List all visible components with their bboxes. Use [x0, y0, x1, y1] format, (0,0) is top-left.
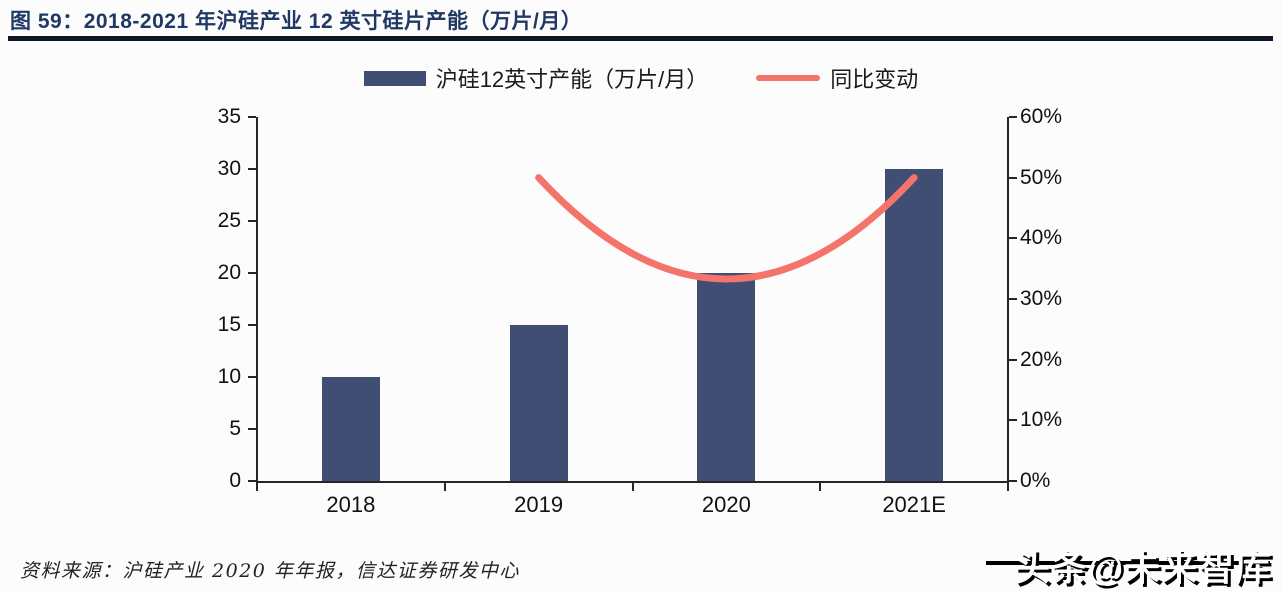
- figure-title: 图 59：2018-2021 年沪硅产业 12 英寸硅片产能（万片/月）: [10, 10, 583, 33]
- y-axis-left: [256, 117, 258, 483]
- x-axis-tick: [631, 483, 634, 491]
- line-series-swatch-icon: [756, 75, 821, 81]
- y-axis-right-label: 50%: [1020, 165, 1063, 189]
- y-axis-left-label: 35: [217, 105, 241, 128]
- y-axis-right-tick: [1009, 358, 1017, 361]
- y-axis-right-tick: [1009, 116, 1017, 118]
- y-axis-left-tick: [248, 168, 256, 170]
- x-axis: [256, 481, 1009, 483]
- y-axis-right-label: 10%: [1020, 408, 1063, 432]
- y-axis-right: [1007, 117, 1009, 483]
- y-axis-left-label: 20: [217, 261, 241, 284]
- x-axis-label: 2019: [514, 492, 564, 517]
- title-rule: [8, 36, 1273, 41]
- bar-2020: [697, 273, 756, 481]
- legend-label-yoy: 同比变动: [830, 67, 919, 92]
- y-axis-left-tick: [248, 428, 256, 430]
- source-note: 资料来源：沪硅产业 2020 年年报，信达证券研发中心: [20, 560, 520, 582]
- y-axis-right-tick: [1009, 480, 1017, 482]
- y-axis-left-tick: [248, 272, 256, 274]
- bar-2019: [509, 325, 568, 481]
- y-axis-left-tick: [248, 480, 256, 482]
- y-axis-right-label: 20%: [1020, 347, 1063, 371]
- y-axis-right-tick: [1009, 298, 1017, 300]
- x-axis-tick: [1007, 483, 1009, 491]
- x-axis-label: 2020: [701, 492, 751, 517]
- y-axis-left-label: 15: [217, 313, 241, 336]
- y-axis-left-label: 25: [217, 209, 241, 232]
- y-axis-left-tick: [248, 376, 256, 378]
- legend-item-yoy: 同比变动: [756, 62, 918, 94]
- x-axis-tick: [443, 483, 446, 491]
- watermark-strikethrough-line: [986, 561, 1270, 565]
- x-axis-label: 2021E: [882, 492, 946, 517]
- yoy-line-path: [535, 174, 918, 283]
- bar-2021E: [885, 169, 944, 481]
- y-axis-left-label: 5: [229, 417, 241, 440]
- legend-item-capacity: 沪硅12英寸产能（万片/月）: [363, 62, 709, 94]
- y-axis-right-label: 40%: [1020, 226, 1063, 250]
- y-axis-left-tick: [248, 116, 256, 118]
- y-axis-right-label: 30%: [1020, 287, 1063, 310]
- y-axis-left-tick: [248, 324, 256, 326]
- watermark-text: 头条@未来智库: [1013, 547, 1272, 588]
- watermark: 头条@未来智库: [986, 539, 1274, 588]
- y-axis-right-tick: [1009, 237, 1017, 240]
- legend-label-capacity: 沪硅12英寸产能（万片/月）: [435, 67, 709, 92]
- y-axis-left-tick: [248, 220, 256, 222]
- y-axis-right-tick: [1009, 176, 1017, 179]
- chart-legend: 沪硅12英寸产能（万片/月） 同比变动: [0, 62, 1282, 94]
- x-axis-tick: [819, 483, 822, 491]
- bar-2018: [321, 377, 380, 481]
- y-axis-right-label: 60%: [1020, 105, 1063, 128]
- y-axis-left-label: 10: [217, 365, 241, 388]
- y-axis-left-label: 0: [229, 469, 241, 492]
- y-axis-right-label: 0%: [1020, 469, 1051, 492]
- x-axis-tick: [256, 483, 258, 491]
- x-axis-label: 2018: [326, 492, 376, 517]
- bar-series-swatch-icon: [363, 70, 426, 86]
- y-axis-right-tick: [1009, 419, 1017, 422]
- y-axis-left-label: 30: [217, 157, 241, 180]
